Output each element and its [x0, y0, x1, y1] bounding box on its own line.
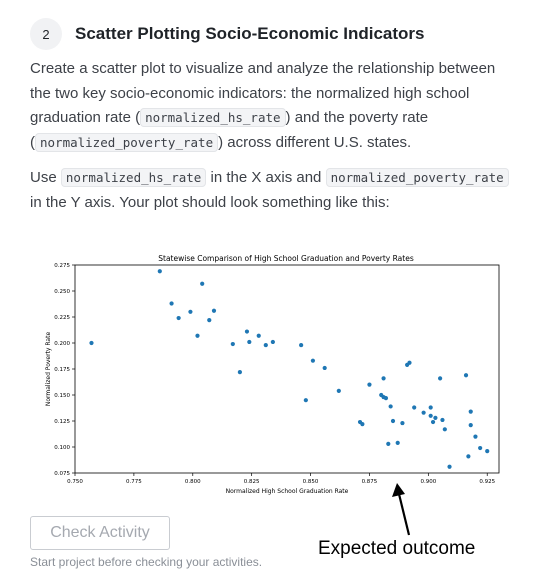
- scatter-point: [207, 318, 212, 323]
- y-tick-label: 0.225: [54, 315, 70, 321]
- scatter-point: [244, 329, 250, 334]
- x-tick-label: 0.850: [303, 479, 319, 485]
- axis-ticks: 0.750 0.775 0.800 0.825 0.850 0.875 0.900 0.925…: [54, 263, 495, 485]
- scatter-point: [388, 404, 393, 409]
- y-tick-label: 0.200: [54, 341, 70, 347]
- scatter-point: [466, 454, 471, 459]
- scatter-point: [421, 410, 426, 415]
- scatter-point: [485, 449, 490, 454]
- step-title: Scatter Plotting Socio-Economic Indicato…: [75, 24, 425, 43]
- scatter-point: [463, 373, 469, 378]
- scatter-point: [442, 427, 447, 432]
- scatter-point: [412, 405, 417, 410]
- scatter-point: [176, 315, 181, 321]
- y-tick-label: 0.125: [54, 419, 70, 425]
- step-number-badge: 2: [30, 18, 62, 50]
- instructions-text-1: Use: [30, 169, 61, 186]
- scatter-point: [360, 422, 365, 427]
- intro-paragraph: Create a scatter plot to visualize and a…: [30, 57, 520, 155]
- scatter-point: [438, 376, 443, 381]
- y-tick-label: 0.275: [54, 263, 70, 269]
- plot-frame: [74, 264, 500, 474]
- scatter-chart: Statewise Comparison of High School Grad…: [45, 254, 500, 495]
- scatter-point: [407, 360, 412, 365]
- scatter-point: [468, 423, 473, 428]
- x-tick-label: 0.750: [67, 479, 83, 485]
- inline-code-y-axis: normalized_poverty_rate: [325, 168, 509, 187]
- x-axis-label: Normalized High School Graduation Rate: [226, 488, 349, 495]
- scatter-point: [383, 396, 389, 401]
- x-tick-label: 0.900: [420, 479, 436, 485]
- check-activity-button[interactable]: Check Activity: [30, 516, 170, 550]
- scatter-point: [256, 333, 261, 338]
- y-tick-label: 0.175: [54, 367, 70, 373]
- scatter-point: [299, 342, 304, 348]
- x-tick-label: 0.800: [185, 479, 201, 485]
- scatter-point: [310, 358, 316, 363]
- x-tick-label: 0.925: [479, 479, 495, 485]
- scatter-point: [188, 309, 193, 314]
- instructions-text-2: in the X axis and: [206, 169, 326, 186]
- scatter-point: [440, 417, 445, 423]
- scatter-point: [428, 405, 433, 410]
- inline-code-hs-rate: normalized_hs_rate: [140, 108, 286, 127]
- scatter-point: [237, 370, 242, 375]
- x-tick-label: 0.825: [244, 479, 260, 485]
- step-header: 2 Scatter Plotting Socio-Economic Indica…: [30, 18, 425, 50]
- x-tick-label: 0.775: [126, 479, 142, 485]
- scatter-point: [400, 420, 405, 426]
- scatter-point: [428, 413, 433, 418]
- scatter-point: [270, 339, 275, 345]
- scatter-point: [381, 376, 386, 381]
- instructions-text-3: in the Y axis. Your plot should look som…: [30, 193, 390, 211]
- scatter-point: [89, 340, 94, 346]
- scatter-point: [447, 464, 452, 469]
- scatter-point: [157, 269, 162, 274]
- inline-code-poverty-rate: normalized_poverty_rate: [35, 132, 219, 152]
- scatter-point: [322, 365, 327, 371]
- scatter-point: [478, 445, 483, 451]
- scatter-point: [169, 301, 174, 306]
- intro-text-2: ) and the poverty rate (: [30, 109, 429, 151]
- expected-plot-image: Statewise Comparison of High School Grad…: [30, 245, 510, 510]
- scatter-point: [395, 440, 400, 445]
- intro-text-3: ) across different U.S. states.: [218, 133, 412, 151]
- scatter-point: [303, 398, 308, 403]
- instructions-paragraph: Use normalized_hs_rate in the X axis and…: [30, 166, 520, 215]
- scatter-point: [200, 281, 205, 286]
- expected-outcome-label: Expected outcome: [318, 538, 476, 559]
- y-axis-label: Normalized Poverty Rate: [45, 332, 52, 407]
- scatter-point: [473, 434, 478, 439]
- start-project-hint: Start project before checking your activ…: [30, 555, 263, 569]
- y-tick-label: 0.150: [54, 393, 70, 399]
- scatter-point: [263, 342, 268, 348]
- x-tick-label: 0.875: [362, 479, 378, 485]
- scatter-point: [211, 308, 217, 313]
- scatter-point: [230, 341, 235, 347]
- scatter-point: [433, 415, 438, 420]
- y-tick-label: 0.250: [54, 289, 70, 295]
- y-tick-label: 0.075: [54, 471, 70, 477]
- scatter-point: [390, 418, 396, 424]
- scatter-point: [367, 382, 372, 387]
- scatter-point: [195, 333, 200, 338]
- inline-code-x-axis: normalized_hs_rate: [60, 168, 207, 187]
- scatter-point: [468, 409, 473, 414]
- scatter-points: [89, 269, 490, 469]
- scatter-point: [386, 441, 391, 446]
- scatter-point: [247, 339, 252, 345]
- scatter-point: [336, 388, 341, 393]
- scatter-point: [430, 419, 436, 425]
- intro-text-1: Create a scatter plot to visualize and a…: [30, 60, 496, 126]
- y-tick-label: 0.100: [54, 445, 70, 451]
- chart-title: Statewise Comparison of High School Grad…: [158, 254, 414, 263]
